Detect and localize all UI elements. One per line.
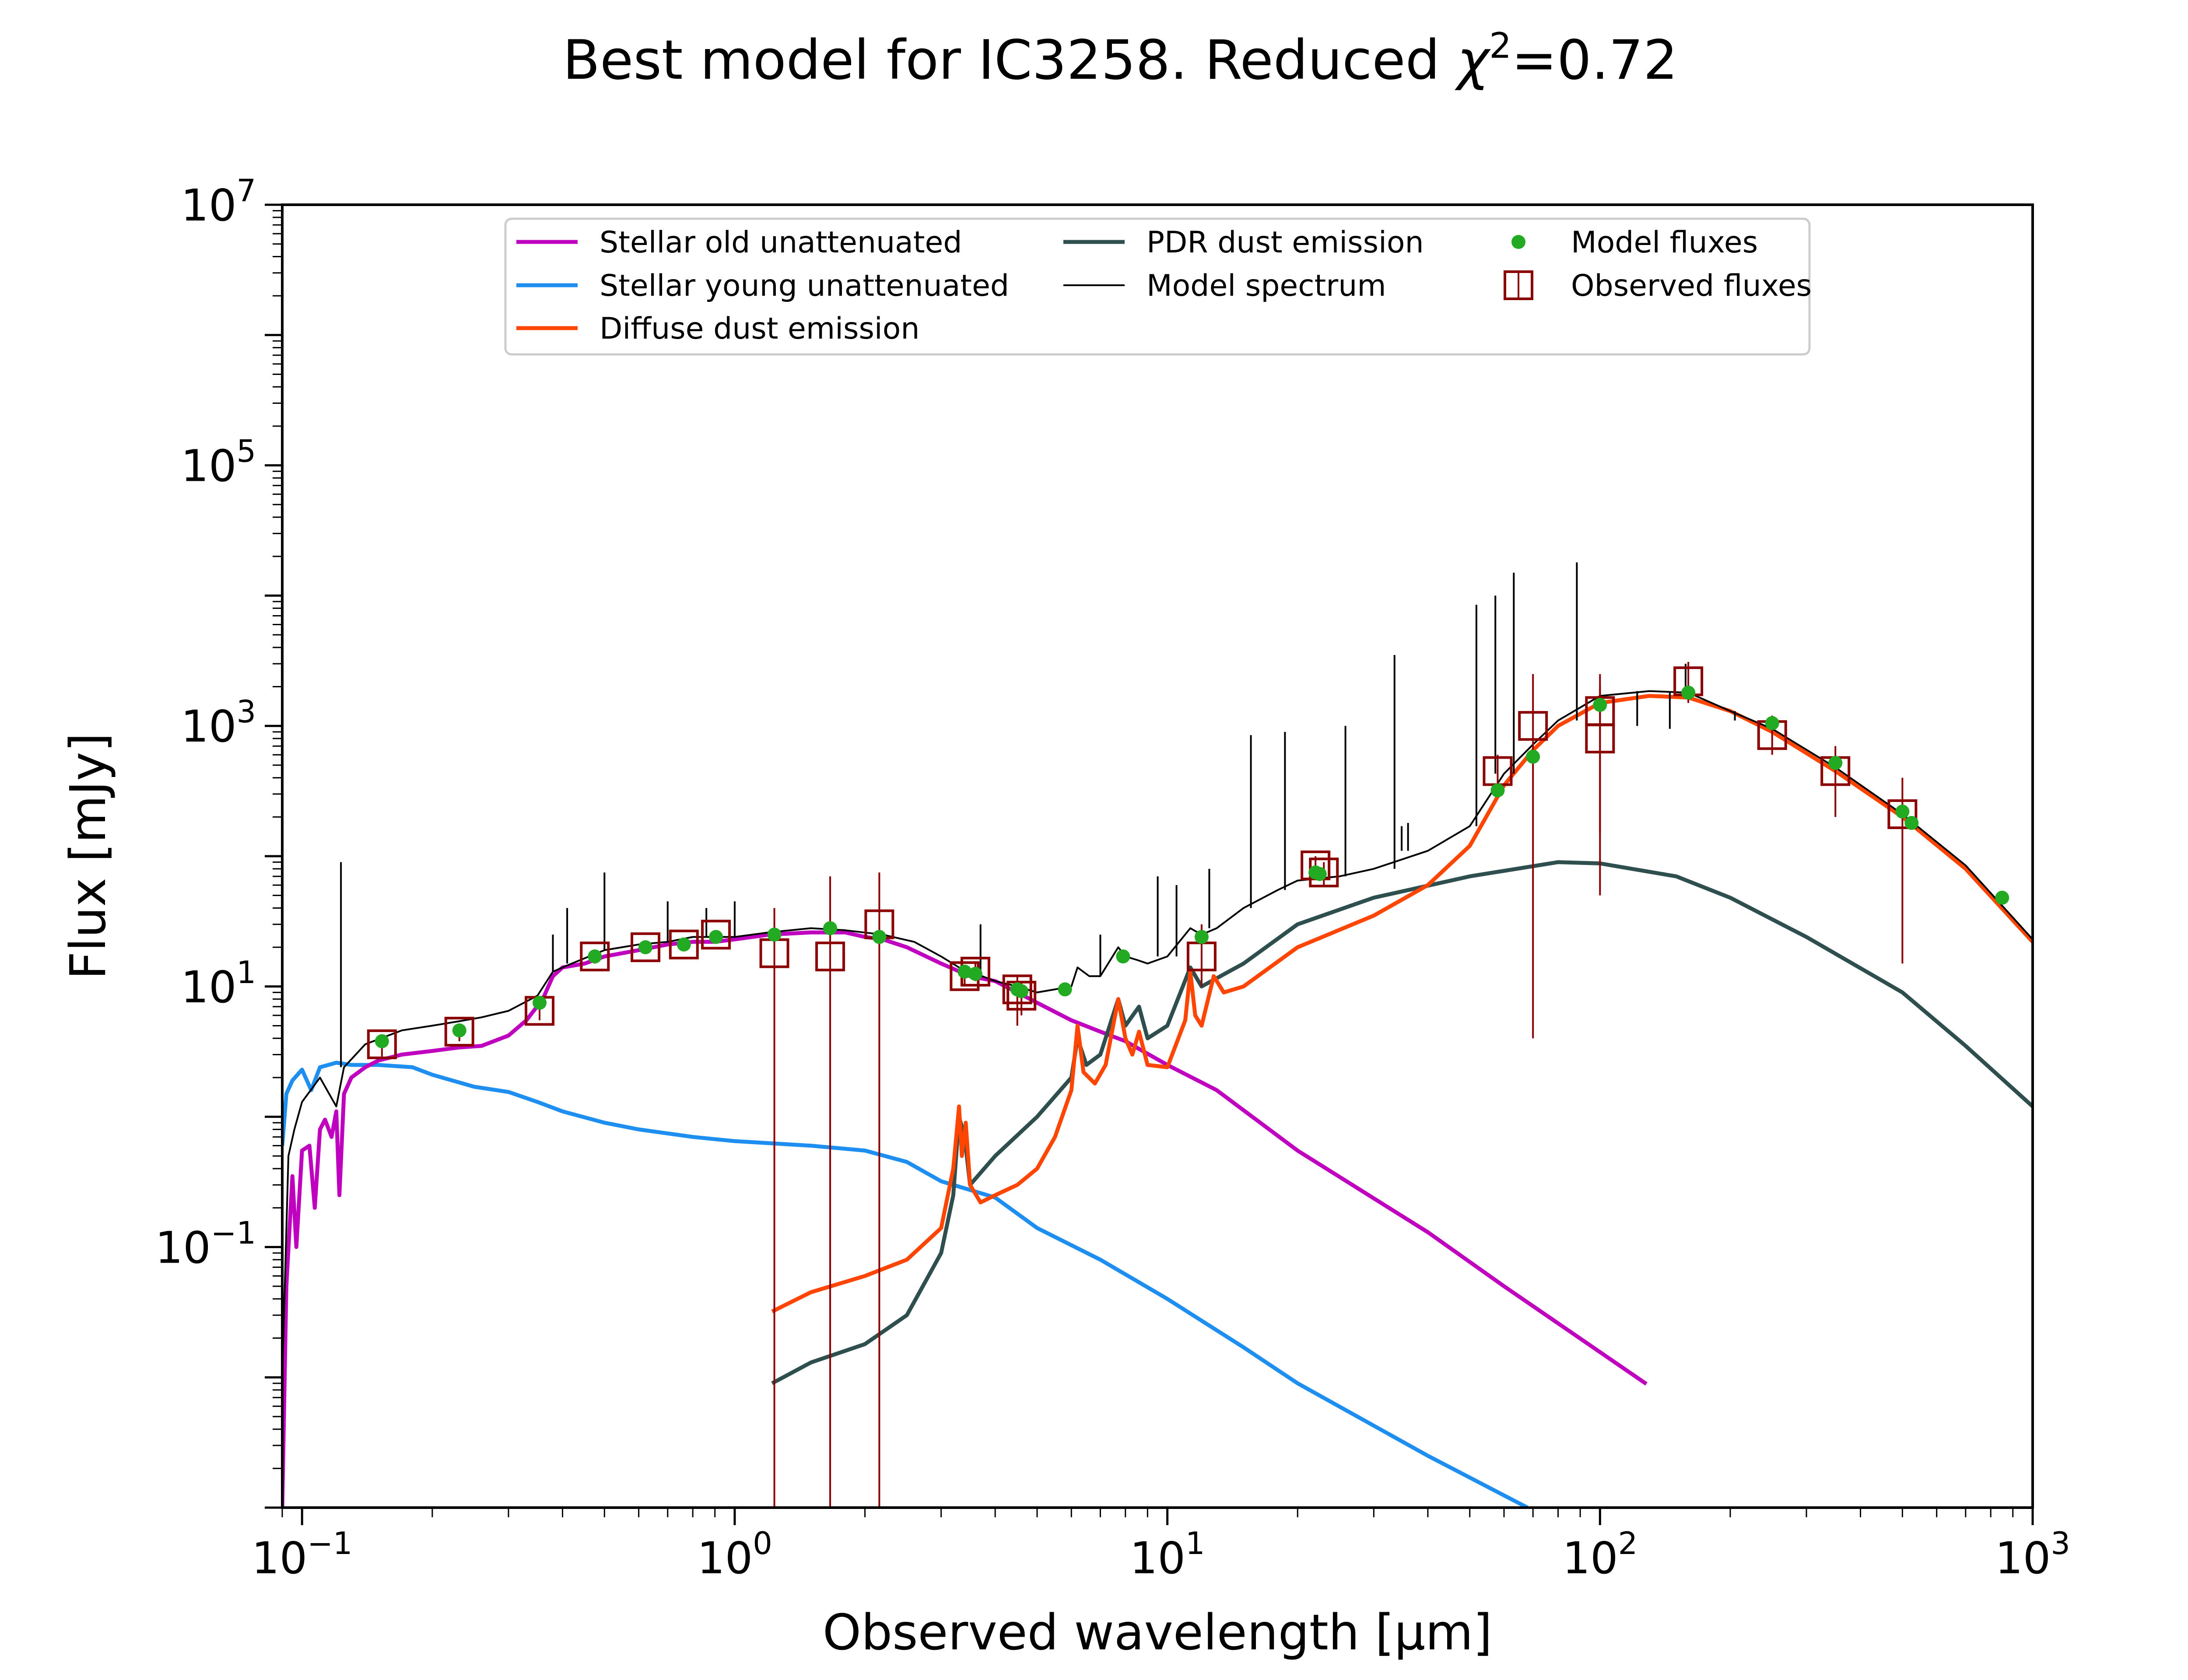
model-flux-point (957, 964, 972, 979)
chart-title-chi: χ (1455, 29, 1491, 92)
model-flux-point (452, 1023, 466, 1038)
legend: Stellar old unattenuated Stellar young un… (504, 217, 1812, 356)
x-tick-label: 100 (697, 1526, 772, 1584)
model-flux-point (1312, 867, 1327, 881)
legend-frame (504, 217, 1811, 356)
y-axis-label: Flux [mJy] (60, 733, 117, 980)
model-flux-point (1058, 982, 1072, 997)
legend-item-model-fluxes: Model fluxes (1511, 225, 1758, 260)
observed-flux-box (701, 920, 731, 950)
observed-flux-box (1002, 974, 1032, 1004)
legend-label: Model fluxes (1571, 225, 1758, 260)
model-flux-point (872, 930, 887, 944)
chart-title-tail: =0.72 (1511, 29, 1678, 92)
x-tick-label: 102 (1562, 1526, 1637, 1584)
chart-title-sup: 2 (1489, 25, 1511, 66)
observed-flux-box (367, 1029, 397, 1059)
chart-title: Best model for IC3258. Reduced χ2=0.72 (563, 25, 1678, 92)
model-flux-point (1490, 783, 1505, 798)
model-flux-point (638, 940, 653, 955)
observed-flux-box (1518, 711, 1548, 741)
y-tick-label: 103 (181, 694, 256, 752)
legend-label: Stellar old unattenuated (600, 225, 962, 260)
legend-item-diffuse-dust-emission: Diffuse dust emission (516, 312, 919, 346)
observed-flux-box (1006, 980, 1037, 1011)
x-tick-label: 101 (1130, 1526, 1205, 1584)
legend-swatch (1511, 235, 1525, 249)
observed-flux-point (1518, 674, 1548, 1039)
model-flux-point (1904, 816, 1919, 830)
y-tick-label: 105 (181, 434, 256, 492)
model-flux-point (1014, 984, 1029, 998)
legend-item-stellar-young-unattenuated: Stellar young unattenuated (516, 269, 1009, 303)
model-flux-point (375, 1034, 389, 1048)
markers-layer (367, 662, 2009, 1508)
model-flux-point (709, 930, 723, 944)
legend-item-pdr-dust-emission: PDR dust emission (1063, 225, 1424, 260)
series-stellar-young-unattenuated (282, 1060, 1529, 1508)
chart-title-main: Best model for IC3258. Reduced (563, 29, 1457, 92)
x-tick-label: 103 (1995, 1526, 2070, 1584)
model-flux-point (1526, 749, 1540, 764)
legend-item-observed-fluxes: Observed fluxes (1504, 269, 1812, 303)
legend-item-stellar-old-unattenuated: Stellar old unattenuated (516, 225, 962, 260)
model-flux-point (1895, 805, 1910, 819)
model-flux-point (1194, 930, 1209, 944)
model-flux-point (1116, 949, 1130, 964)
legend-label: Stellar young unattenuated (600, 269, 1009, 303)
model-flux-point (1593, 698, 1607, 712)
plot-area (281, 203, 2034, 1509)
observed-flux-box (1585, 724, 1615, 754)
model-flux-point (1828, 756, 1843, 770)
observed-flux-box (631, 932, 661, 962)
model-flux-point (968, 966, 982, 981)
axes-layer: 10−1 100 101 102 103 10−1 101 103 105 107 (155, 173, 2070, 1584)
observed-flux-box (669, 929, 699, 959)
observed-flux-box (580, 942, 610, 972)
x-tick-label: 10−1 (252, 1526, 352, 1584)
model-flux-point (677, 937, 691, 952)
model-flux-point (588, 949, 602, 964)
observed-flux-point (815, 876, 845, 1508)
y-tick-label: 107 (181, 173, 256, 231)
legend-label: PDR dust emission (1147, 225, 1424, 260)
legend-label: Diffuse dust emission (600, 312, 919, 346)
legend-label: Observed fluxes (1571, 269, 1812, 303)
legend-item-model-spectrum: Model spectrum (1063, 269, 1386, 303)
observed-flux-box (1887, 799, 1918, 830)
model-flux-point (767, 928, 782, 942)
legend-label: Model spectrum (1147, 269, 1386, 303)
model-flux-point (823, 921, 838, 935)
model-flux-point (1765, 716, 1779, 730)
x-axis-label: Observed wavelength [μm] (823, 1604, 1492, 1661)
model-flux-point (1995, 890, 2009, 905)
observed-flux-box (444, 1017, 474, 1047)
y-tick-label: 101 (181, 955, 256, 1013)
y-tick-label: 10−1 (155, 1215, 256, 1273)
model-flux-point (1681, 686, 1696, 700)
observed-flux-box (815, 942, 845, 972)
model-flux-point (533, 996, 547, 1010)
